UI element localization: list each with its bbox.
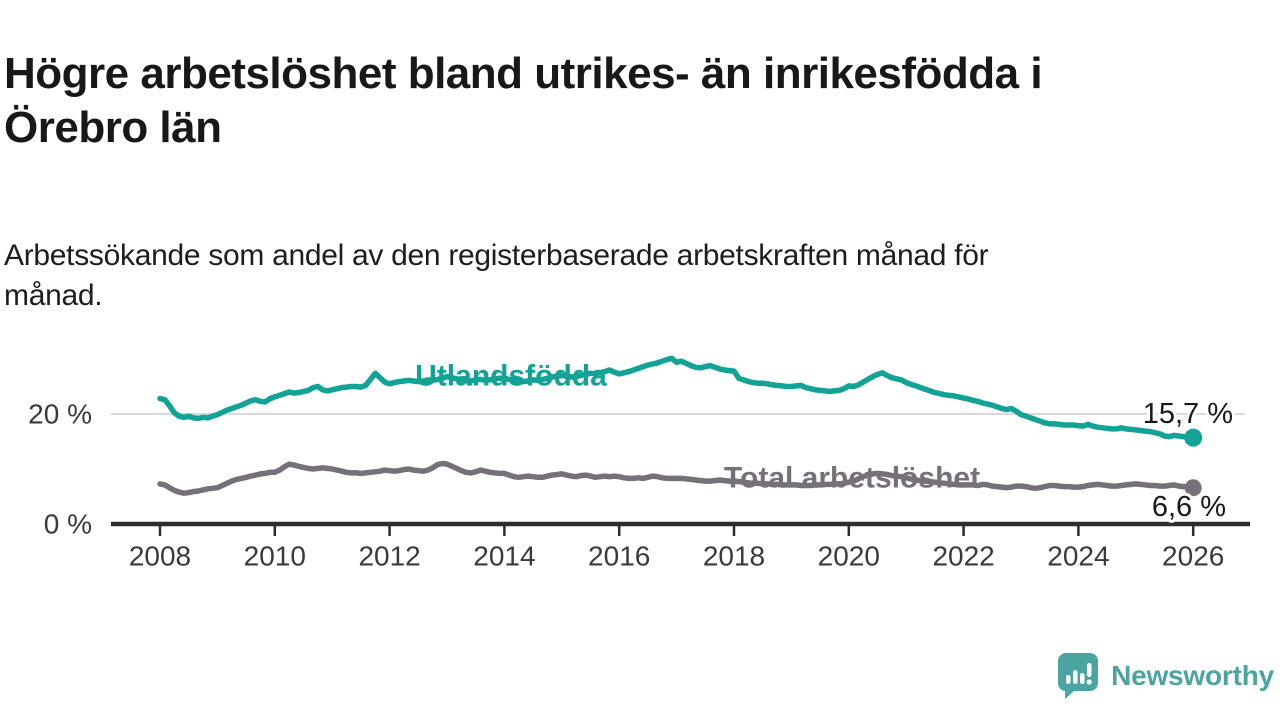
x-tick-label-2010: 2010 (244, 541, 306, 572)
x-tick-label-2026: 2026 (1162, 541, 1224, 572)
y-tick-label-0: 0 % (44, 509, 92, 540)
page-subtitle: Arbetssökande som andel av den registerb… (4, 239, 989, 312)
series-end-dot-total-arbetsloshet (1184, 479, 1202, 497)
newsworthy-logo-text: Newsworthy (1111, 660, 1274, 691)
page-title: Högre arbetslöshet bland utrikes- än inr… (4, 49, 1043, 153)
x-tick-label-2014: 2014 (473, 541, 535, 572)
x-tick-label-2016: 2016 (588, 541, 650, 572)
y-tick-label-20: 20 % (28, 399, 92, 430)
x-tick-label-2008: 2008 (129, 541, 191, 572)
newsworthy-logo: Newsworthy (1057, 652, 1274, 700)
series-line-utlandsfodda (157, 355, 1196, 441)
series-label-utlandsfodda: Utlandsfödda (415, 360, 607, 393)
end-value-label-utlandsfodda: 15,7 % (1143, 398, 1233, 430)
series-label-total-arbetsloshet: Total arbetslöshet (724, 462, 980, 495)
series-end-dot-utlandsfodda (1184, 428, 1203, 447)
x-tick-label-2020: 2020 (818, 541, 880, 572)
x-tick-label-2018: 2018 (703, 541, 765, 572)
x-tick-label-2012: 2012 (358, 541, 420, 572)
x-tick-label-2024: 2024 (1047, 541, 1109, 572)
x-tick-label-2022: 2022 (932, 541, 994, 572)
series-line-total-arbetsloshet (157, 460, 1196, 496)
end-value-label-total-arbetsloshet: 6,6 % (1152, 491, 1226, 523)
newsworthy-logo-icon (1058, 653, 1099, 699)
